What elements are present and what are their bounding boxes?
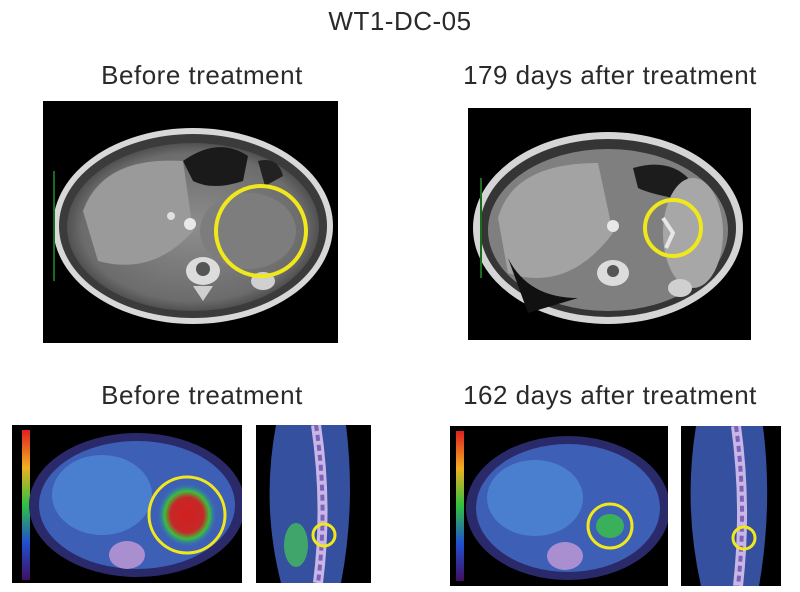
lesion-highlight-circle	[731, 525, 757, 551]
lesion-highlight-circle	[586, 502, 634, 550]
ct-scan-before-treatment	[43, 101, 338, 343]
pet-sagittal-before-treatment	[256, 425, 371, 583]
pet-after-label: 162 days after treatment	[463, 380, 757, 410]
ct-scan-after-treatment	[468, 108, 751, 340]
pet-axial-after-treatment	[450, 426, 668, 586]
ct-before-label: Before treatment	[101, 60, 303, 90]
pet-sagittal-after-treatment	[681, 426, 781, 586]
lesion-highlight-circle	[214, 184, 308, 278]
lesion-highlight-circle	[643, 198, 703, 258]
ct-after-label: 179 days after treatment	[463, 60, 757, 90]
pet-before-label: Before treatment	[101, 380, 303, 410]
figure-title: WT1-DC-05	[328, 6, 472, 36]
lesion-highlight-circle	[147, 475, 227, 555]
pet-axial-before-treatment	[12, 425, 242, 583]
lesion-highlight-circle	[311, 522, 337, 548]
pet-color-scale-bar	[22, 430, 30, 580]
pet-color-scale-bar	[456, 431, 464, 581]
